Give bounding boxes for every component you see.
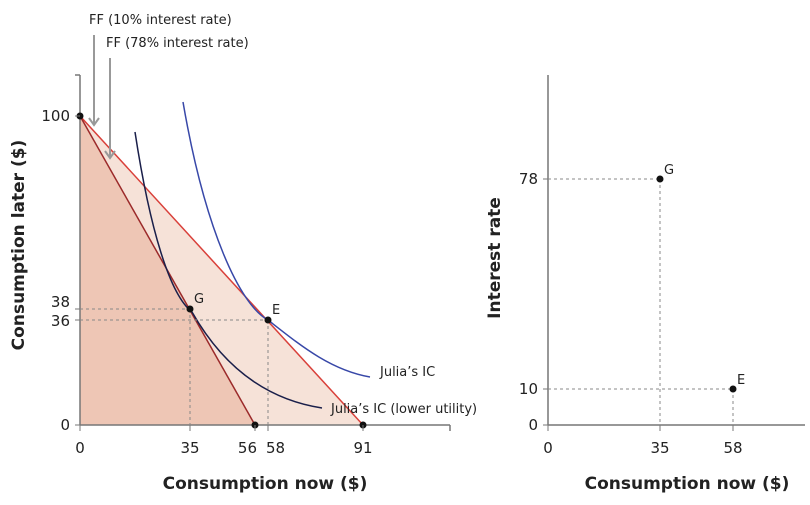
y-tick-label: 100 <box>41 107 70 125</box>
budget-line-0 <box>79 115 364 426</box>
label-julia-ic-lower: Julia’s IC (lower utility) <box>330 402 477 417</box>
x-tick-label: 35 <box>180 439 199 457</box>
point-label-E: E <box>272 303 280 318</box>
x-tick-label: 0 <box>543 439 553 457</box>
indifference-curve-high <box>182 101 371 378</box>
y-tick-label: 0 <box>528 416 538 434</box>
left-y-axis-label: Consumption later ($) <box>9 140 29 351</box>
right-chart: G E 0 35 58 0 10 78 <box>519 75 805 457</box>
point-G <box>656 175 664 183</box>
label-julia-ic: Julia’s IC <box>379 365 435 380</box>
right-y-axis-label: Interest rate <box>485 197 505 319</box>
y-tick-label: 0 <box>60 416 70 434</box>
x-tick-label: 56 <box>238 439 257 457</box>
point-label-G: G <box>664 163 674 178</box>
point-label-E: E <box>737 373 745 388</box>
y-tick-label: 78 <box>519 170 538 188</box>
annotation-ff-78: FF (78% interest rate) <box>106 36 249 51</box>
arrowhead-icon <box>88 117 100 127</box>
x-tick-label: 0 <box>75 439 85 457</box>
y-tick-label: 10 <box>519 380 538 398</box>
left-x-axis-label: Consumption now ($) <box>163 474 368 494</box>
point-label-G: G <box>194 292 204 307</box>
x-tick-label: 58 <box>723 439 742 457</box>
x-tick-label: 35 <box>650 439 669 457</box>
x-tick-label: 58 <box>266 439 285 457</box>
y-tick-label: 38 <box>51 293 70 311</box>
y-tick-label: 36 <box>51 312 70 330</box>
point-E <box>729 385 737 393</box>
point-E <box>264 316 272 324</box>
right-x-axis-label: Consumption now ($) <box>585 474 790 494</box>
point-G <box>186 305 194 313</box>
x-tick-label: 91 <box>353 439 372 457</box>
arrowhead-icon <box>104 150 116 160</box>
indifference-curve-low <box>134 131 323 409</box>
annotation-ff-10: FF (10% interest rate) <box>89 13 232 28</box>
